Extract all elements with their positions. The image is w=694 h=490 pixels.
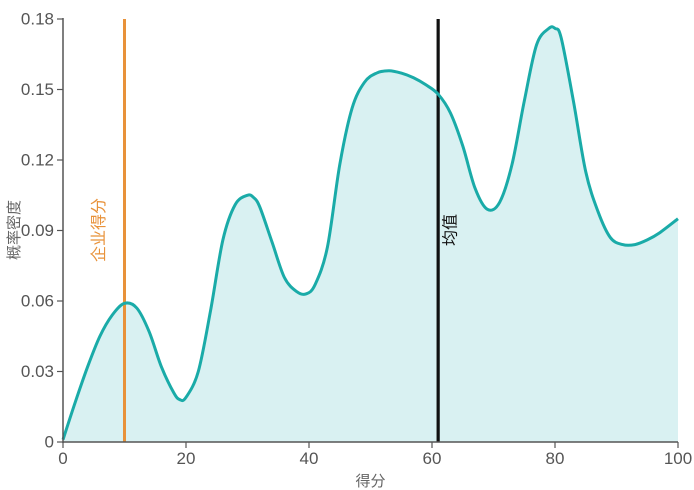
x-tick-label: 60 (423, 449, 442, 468)
company-score-label: 企业得分 (89, 198, 108, 262)
y-axis-title: 概率密度 (5, 200, 23, 260)
x-axis-title: 得分 (355, 472, 385, 490)
y-tick-label: 0.06 (21, 292, 54, 311)
x-tick-label: 40 (300, 449, 319, 468)
density-curve (61, 25, 679, 441)
y-tick-label: 0.03 (21, 362, 54, 381)
density-area (63, 26, 678, 442)
y-tick-label: 0.18 (21, 10, 54, 29)
axes: 0 0.03 0.06 0.09 0.12 0.15 0.18 0 20 40 60 80 100 (21, 10, 692, 469)
plot-area: 企业得分 均值 (61, 19, 679, 442)
x-tick-label: 80 (546, 449, 565, 468)
x-tick-label: 0 (58, 449, 67, 468)
x-tick-label: 100 (664, 449, 692, 468)
y-tick-label: 0.12 (21, 151, 54, 170)
y-tick-label: 0.15 (21, 80, 54, 99)
x-tick-label: 20 (177, 449, 196, 468)
mean-label: 均值 (441, 214, 460, 246)
y-tick-label: 0 (45, 433, 54, 452)
y-tick-label: 0.09 (21, 221, 54, 240)
